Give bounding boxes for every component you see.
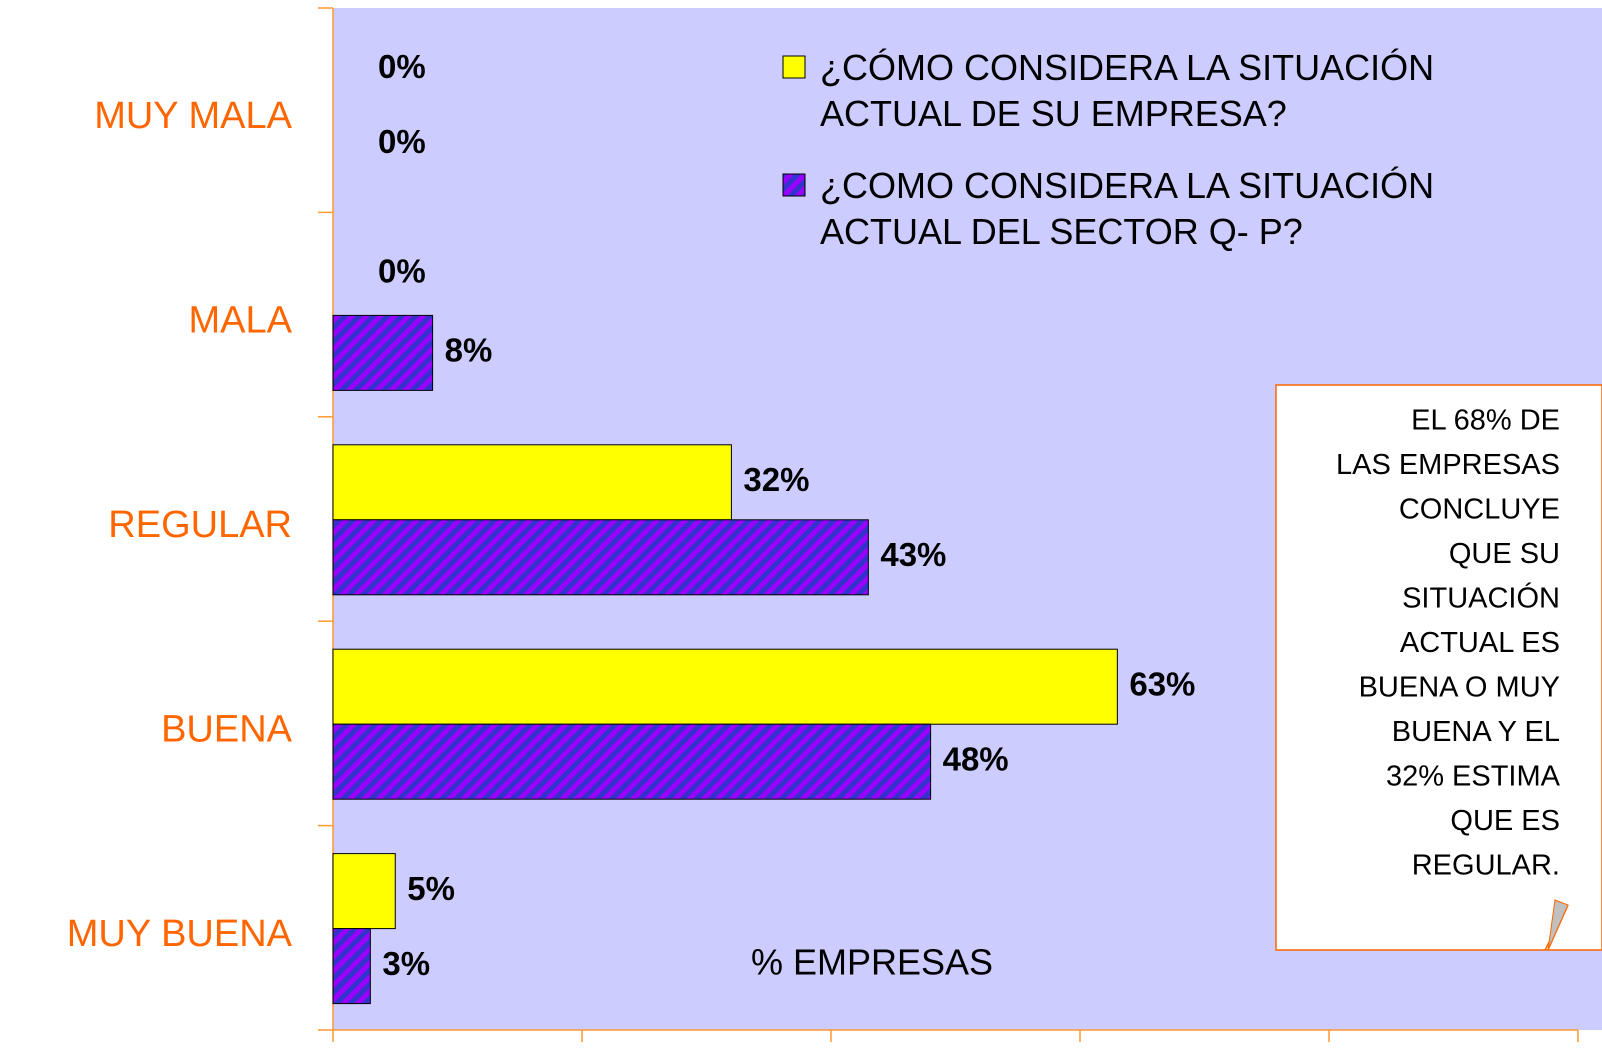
value-label: 63% bbox=[1129, 665, 1195, 702]
value-label: 0% bbox=[378, 48, 426, 85]
value-label: 8% bbox=[445, 332, 493, 369]
callout-curl bbox=[1547, 899, 1569, 951]
legend-swatch bbox=[782, 55, 806, 79]
bar bbox=[332, 314, 434, 391]
x-axis-title: % EMPRESAS bbox=[751, 942, 993, 983]
annotation-line: QUE SU bbox=[1449, 538, 1560, 570]
annotation-line: BUENA O MUY bbox=[1359, 672, 1560, 704]
annotation-line: CONCLUYE bbox=[1399, 494, 1560, 526]
annotation-line: REGULAR. bbox=[1412, 850, 1560, 882]
annotation-line: SITUACIÓN bbox=[1402, 582, 1560, 615]
category-label: MALA bbox=[189, 300, 293, 342]
legend-label: ¿COMO CONSIDERA LA SITUACIÓN ACTUAL DEL S… bbox=[820, 165, 1434, 252]
bar bbox=[332, 444, 732, 521]
legend-swatch bbox=[782, 173, 806, 197]
category-label: MUY BUENA bbox=[67, 913, 293, 955]
value-label: 43% bbox=[880, 536, 946, 573]
bar bbox=[332, 928, 371, 1005]
category-label: BUENA bbox=[161, 708, 293, 750]
annotation-line: 32% ESTIMA bbox=[1386, 761, 1561, 793]
bar bbox=[332, 853, 396, 930]
category-label: REGULAR bbox=[108, 504, 292, 546]
value-label: 32% bbox=[743, 461, 809, 498]
value-label: 3% bbox=[382, 945, 430, 982]
annotation-line: QUE ES bbox=[1450, 805, 1560, 837]
value-label: 0% bbox=[378, 253, 426, 290]
annotation-line: BUENA Y EL bbox=[1392, 716, 1560, 748]
bar bbox=[332, 723, 932, 800]
category-label: MUY MALA bbox=[94, 95, 292, 137]
bar bbox=[332, 648, 1118, 725]
annotation-line: LAS EMPRESAS bbox=[1336, 449, 1560, 481]
value-label: 5% bbox=[407, 870, 455, 907]
annotation-line: EL 68% DE bbox=[1411, 405, 1560, 437]
value-label: 48% bbox=[943, 740, 1009, 777]
value-label: 0% bbox=[378, 123, 426, 160]
bar bbox=[332, 519, 869, 596]
legend-label: ¿CÓMO CONSIDERA LA SITUACIÓN ACTUAL DE SU… bbox=[820, 47, 1434, 134]
annotation-line: ACTUAL ES bbox=[1400, 627, 1560, 659]
